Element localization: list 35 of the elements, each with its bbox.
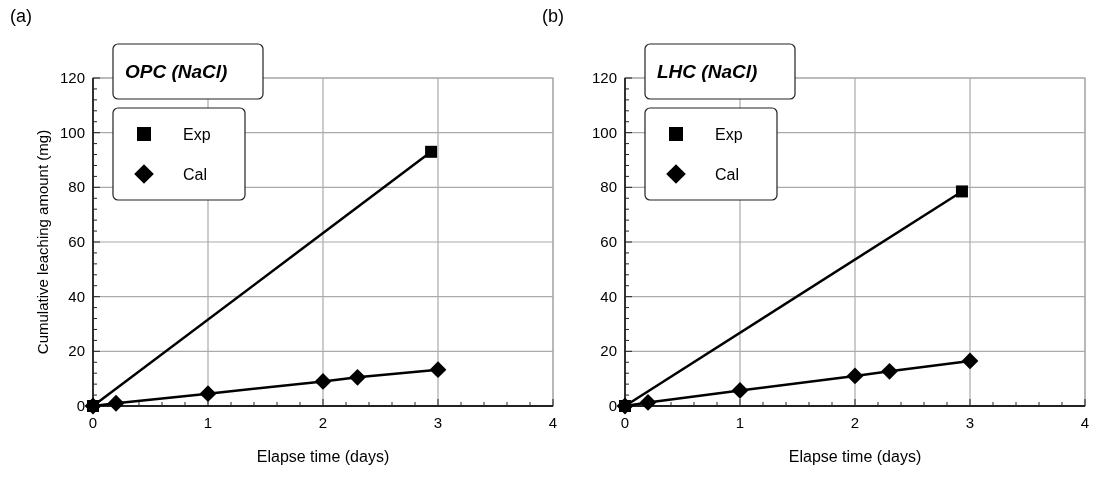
y-tick-label: 120 <box>591 69 617 86</box>
legend-label: Exp <box>715 126 743 143</box>
chart-title: OPC (NaCl) <box>125 61 228 82</box>
y-tick-label: 120 <box>59 69 85 86</box>
x-tick-label: 2 <box>318 414 328 431</box>
y-tick-label: 40 <box>68 287 85 305</box>
text: (b) <box>542 6 564 26</box>
y-tick-label: 80 <box>600 178 617 196</box>
x-tick-label: 2 <box>850 414 860 431</box>
x-tick-label: 4 <box>1080 414 1090 431</box>
x-tick-label: 4 <box>548 414 558 431</box>
x-tick-label: 0 <box>620 414 630 431</box>
y-tick-label: 80 <box>68 178 85 196</box>
legend-label: Exp <box>183 126 211 143</box>
chart-title: LHC (NaCl) <box>657 61 758 82</box>
y-tick-label: 60 <box>600 233 617 250</box>
y-tick-label: 20 <box>68 342 85 360</box>
y-tick-label: 0 <box>76 397 85 414</box>
y-tick-label: 20 <box>600 342 617 360</box>
y-axis-title: Cumulative leaching amount (mg) <box>34 129 51 355</box>
y-tick-label: 100 <box>591 123 617 141</box>
x-tick-label: 0 <box>88 414 98 431</box>
x-axis-title: Elapse time (days) <box>256 448 390 465</box>
text: (a) <box>10 6 32 26</box>
y-tick-label: 40 <box>600 287 617 305</box>
y-tick-label: 0 <box>608 397 617 414</box>
legend-label: Cal <box>715 166 740 183</box>
x-tick-label: 3 <box>965 414 975 431</box>
y-tick-label: 100 <box>59 123 85 141</box>
legend-label: Cal <box>183 166 208 183</box>
y-tick-label: 60 <box>68 233 85 250</box>
x-tick-label: 1 <box>203 414 213 431</box>
x-tick-label: 3 <box>433 414 443 431</box>
x-axis-title: Elapse time (days) <box>788 448 922 465</box>
x-tick-label: 1 <box>735 414 745 431</box>
